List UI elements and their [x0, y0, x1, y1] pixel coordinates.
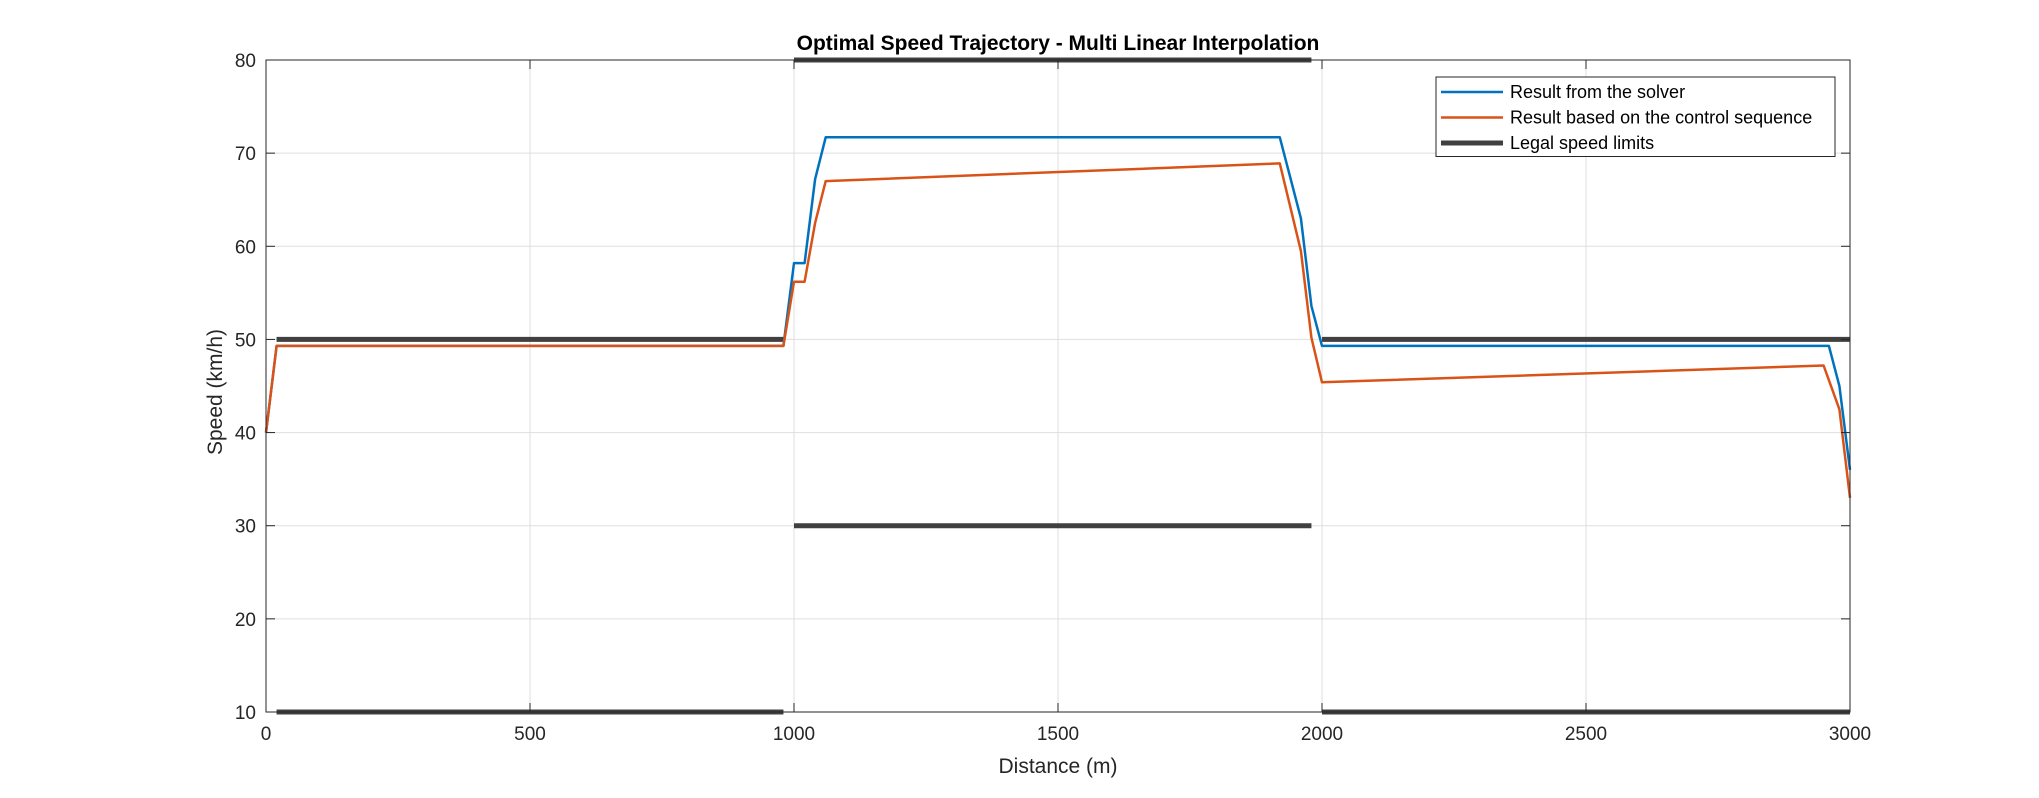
legend-label: Legal speed limits — [1510, 133, 1654, 153]
y-tick-label: 40 — [235, 424, 256, 445]
y-tick-label: 50 — [235, 330, 256, 351]
x-tick-label: 2000 — [1301, 724, 1343, 745]
x-axis-label: Distance (m) — [998, 755, 1117, 778]
axes: 0 500 1000 1500 2000 2500 3000 10 20 30 40 50 60 70 80 — [235, 51, 1871, 745]
series-line-2 — [264, 162, 1852, 498]
y-tick-label: 80 — [235, 51, 256, 72]
x-tick-label: 3000 — [1829, 724, 1871, 745]
y-tick-label: 30 — [235, 517, 256, 538]
legend-label: Result based on the control sequence — [1510, 108, 1812, 128]
x-tick-label: 1500 — [1037, 724, 1079, 745]
x-tick-label: 2500 — [1565, 724, 1607, 745]
y-axis-label: Speed (km/h) — [204, 329, 227, 455]
chart-title: Optimal Speed Trajectory - Multi Linear … — [797, 32, 1320, 55]
x-tick-label: 0 — [261, 724, 272, 745]
y-tick-label: 70 — [235, 144, 256, 165]
legend-label: Result from the solver — [1510, 82, 1685, 102]
y-tick-label: 60 — [235, 237, 256, 258]
legend: Result from the solver Result based on th… — [1435, 76, 1836, 157]
x-tick-label: 1000 — [773, 724, 815, 745]
x-tick-label: 500 — [514, 724, 546, 745]
y-tick-label: 10 — [235, 703, 256, 724]
y-tick-label: 20 — [235, 610, 256, 631]
